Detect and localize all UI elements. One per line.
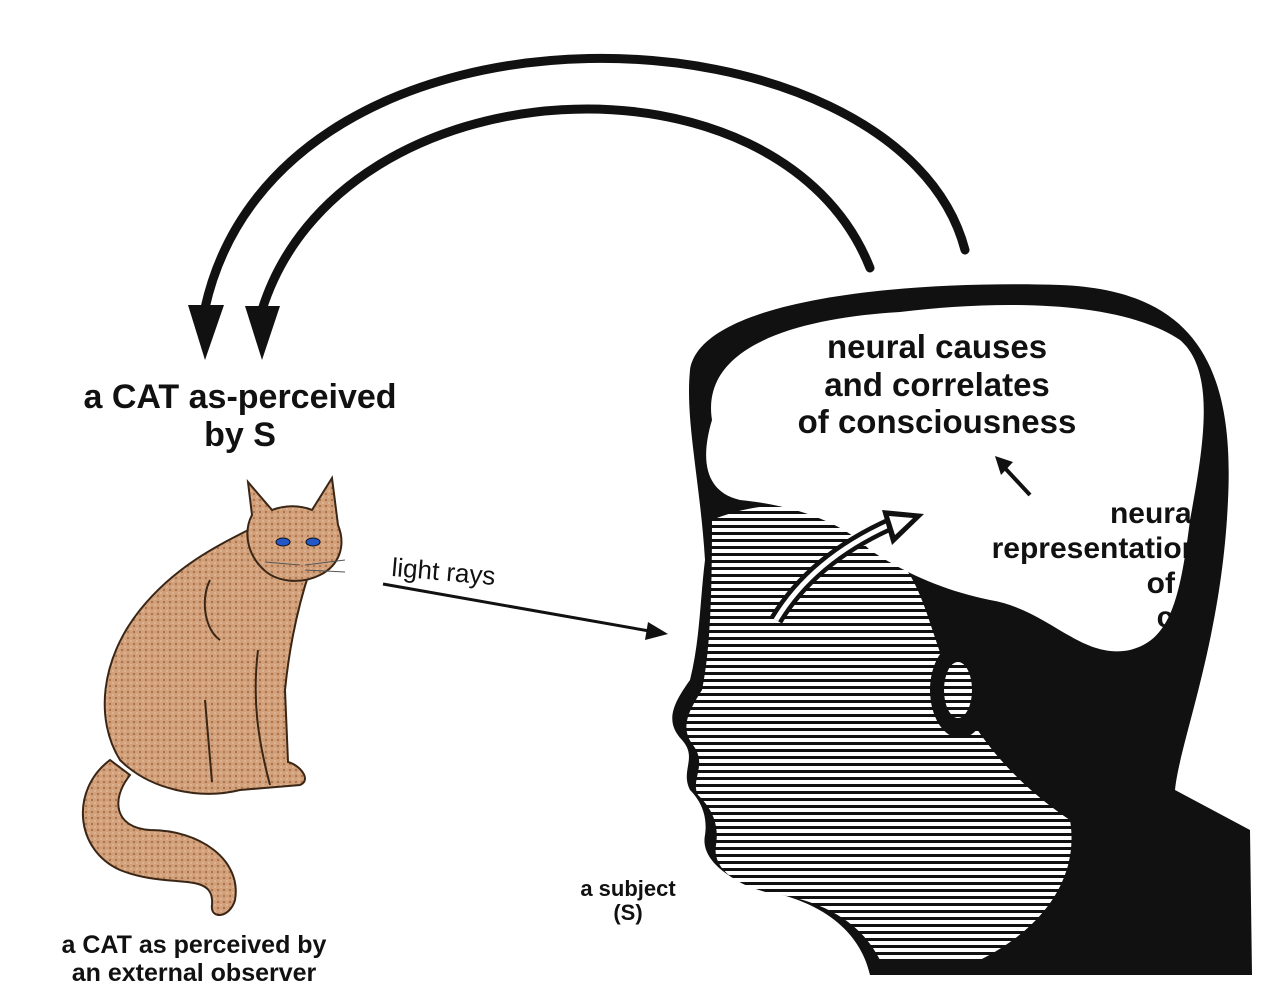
inner-arrowhead	[245, 306, 280, 360]
neural-representation-label: neural representation of a cat	[880, 497, 1200, 636]
cat-tail	[81, 758, 237, 916]
cat-eye-left	[275, 537, 291, 547]
label-line: a subject	[580, 876, 676, 901]
label-line: and correlates	[824, 365, 1050, 403]
cat-eye-right	[305, 537, 321, 547]
label-line: a CAT as-perceived	[83, 378, 397, 416]
cat-whiskers	[264, 559, 346, 573]
outer-arc	[200, 54, 970, 313]
outer-arrowhead	[188, 305, 224, 360]
brain-outline	[706, 305, 1204, 652]
label-line: an external observer	[71, 958, 317, 987]
neural-causes-label: neural causes and correlates of consciou…	[742, 328, 1132, 441]
label-line: neural	[1109, 497, 1200, 530]
label-line: representation	[991, 531, 1200, 565]
label-line: cat	[1156, 601, 1200, 635]
cat-figure	[81, 475, 343, 916]
light-rays-arrow	[382, 582, 668, 640]
label-line: a CAT as perceived by	[61, 931, 327, 959]
subject-label: a subject (S)	[548, 876, 708, 926]
projection-arrows	[200, 54, 970, 315]
arrow-icon	[769, 510, 924, 624]
inner-arc	[257, 104, 875, 315]
rep-to-ncc-arrow	[995, 456, 1032, 497]
cat-external-observer-label: a CAT as perceived by an external observ…	[4, 931, 384, 987]
label-line: of consciousness	[797, 403, 1077, 441]
cat-head	[246, 475, 343, 582]
label-line: by S	[204, 416, 276, 455]
label-line: (S)	[613, 900, 643, 926]
cat-as-perceived-by-s-label: a CAT as-perceived by S	[30, 378, 450, 454]
label-line: of a	[1146, 566, 1200, 600]
label-line: neural causes	[826, 328, 1048, 365]
